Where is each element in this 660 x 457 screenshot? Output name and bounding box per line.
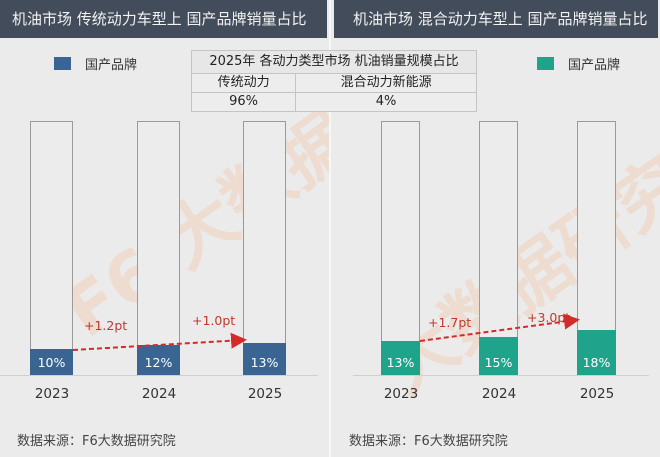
bar-fill: 13%: [381, 341, 420, 375]
table-title: 2025年 各动力类型市场 机油销量规模占比: [191, 50, 477, 74]
table-header-cell: 混合动力新能源: [295, 73, 477, 93]
data-source: 数据来源：F6大数据研究院: [349, 434, 508, 449]
legend-swatch-green: [537, 57, 554, 70]
bar-2023-right: 13%: [381, 121, 420, 375]
left-legend: 国产品牌: [54, 54, 137, 73]
x-axis-line: [353, 375, 649, 376]
x-label: 2024: [141, 386, 177, 402]
delta-annotation: +1.7pt: [428, 315, 472, 330]
left-chart-title: 机油市场 传统动力车型上 国产品牌销量占比: [0, 0, 327, 38]
legend-label: 国产品牌: [85, 58, 138, 73]
panel-divider: [329, 0, 331, 457]
delta-annotation: +1.2pt: [84, 318, 128, 333]
x-label: 2025: [247, 386, 283, 402]
right-chart-title: 机油市场 混合动力车型上 国产品牌销量占比: [334, 0, 658, 38]
legend-swatch-blue: [54, 57, 71, 70]
delta-annotation: +3.0pt: [527, 310, 571, 325]
x-label: 2025: [579, 386, 615, 402]
x-label: 2023: [383, 386, 419, 402]
table-value-cell: 96%: [190, 92, 297, 112]
x-label: 2023: [34, 386, 70, 402]
bar-2025-left: 13%: [243, 121, 286, 375]
right-legend: 国产品牌: [537, 54, 620, 73]
bar-2023-left: 10%: [30, 121, 73, 375]
table-value-cell: 4%: [295, 92, 477, 112]
delta-annotation: +1.0pt: [192, 313, 236, 328]
table-header-cell: 传统动力: [190, 73, 297, 93]
bar-fill: 10%: [30, 349, 73, 375]
legend-label: 国产品牌: [568, 58, 621, 73]
bar-2025-right: 18%: [577, 121, 616, 375]
bar-2024-left: 12%: [137, 121, 180, 375]
x-axis-line: [0, 375, 318, 376]
bar-fill: 18%: [577, 330, 616, 375]
data-source: 数据来源：F6大数据研究院: [17, 434, 176, 449]
x-label: 2024: [481, 386, 517, 402]
bar-fill: 15%: [479, 337, 518, 375]
power-type-share-table: 2025年 各动力类型市场 机油销量规模占比 传统动力 混合动力新能源 96% …: [190, 50, 477, 112]
bar-fill: 12%: [137, 345, 180, 375]
bar-fill: 13%: [243, 343, 286, 375]
bar-2024-right: 15%: [479, 121, 518, 375]
